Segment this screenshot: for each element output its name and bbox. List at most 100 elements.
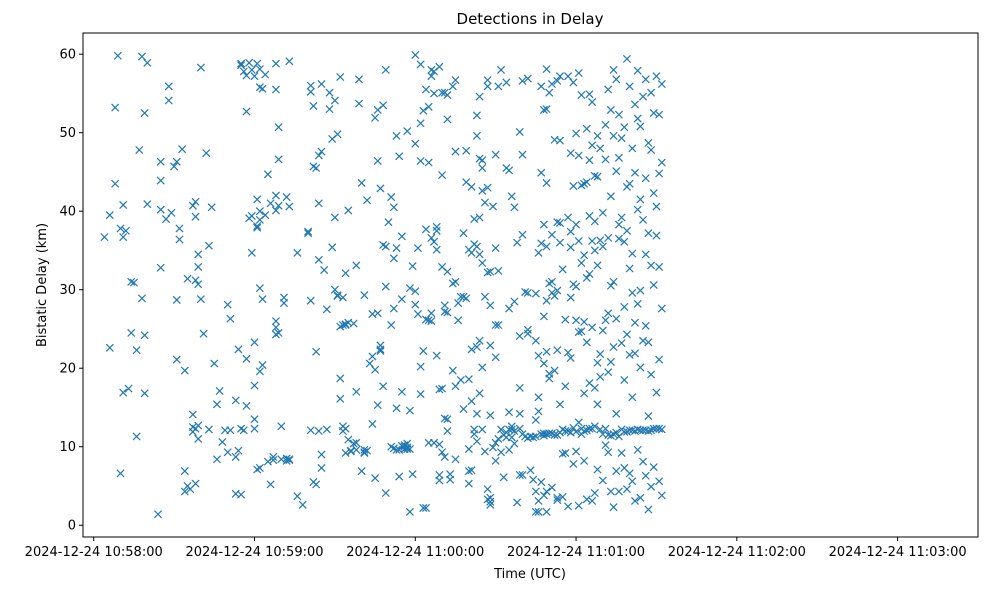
data-point	[352, 261, 361, 270]
data-point	[237, 61, 246, 70]
data-point	[518, 470, 527, 480]
data-point	[590, 246, 599, 255]
data-point	[464, 375, 473, 384]
data-point	[550, 430, 559, 439]
data-point	[531, 432, 540, 441]
data-point	[397, 295, 406, 304]
data-point	[569, 78, 578, 87]
data-point	[545, 374, 554, 383]
chart-title: Detections in Delay	[457, 10, 604, 28]
data-point	[539, 105, 548, 114]
data-point	[389, 254, 398, 263]
data-point	[628, 144, 637, 153]
data-point	[245, 58, 254, 67]
data-point	[309, 101, 318, 111]
data-point	[430, 89, 439, 98]
data-point	[403, 439, 412, 448]
data-point	[655, 169, 664, 178]
data-point	[180, 487, 189, 496]
data-point	[306, 426, 315, 435]
data-point	[593, 358, 602, 367]
data-point	[440, 307, 449, 316]
data-point	[628, 393, 637, 402]
data-point	[655, 424, 664, 433]
data-point	[443, 426, 452, 436]
data-point	[438, 88, 447, 97]
data-point	[542, 347, 551, 356]
data-point	[330, 213, 339, 222]
data-point	[531, 289, 540, 298]
data-point	[435, 385, 444, 394]
data-point	[507, 192, 516, 201]
data-point	[210, 359, 219, 368]
data-point	[577, 258, 586, 268]
data-point	[558, 449, 567, 458]
data-point	[253, 195, 262, 204]
data-point	[505, 445, 514, 454]
data-point	[574, 151, 583, 160]
data-point	[392, 404, 401, 413]
data-point	[588, 141, 597, 150]
data-point	[314, 199, 323, 208]
data-point	[127, 277, 136, 286]
data-point	[636, 286, 645, 295]
data-point	[598, 208, 607, 217]
data-point	[649, 109, 658, 118]
data-point	[572, 447, 581, 456]
data-point	[604, 368, 613, 377]
data-point	[531, 507, 540, 516]
data-point	[526, 466, 535, 475]
data-point	[392, 445, 401, 454]
data-point	[451, 382, 460, 391]
data-point	[612, 428, 621, 437]
data-point	[622, 330, 631, 339]
data-point	[483, 76, 492, 85]
data-point	[191, 212, 200, 221]
data-point	[609, 131, 618, 140]
data-point	[609, 503, 618, 512]
data-point	[513, 498, 522, 507]
data-point	[539, 491, 548, 500]
x-tick-label: 2024-12-24 10:59:00	[185, 545, 323, 560]
data-point	[488, 202, 498, 211]
data-point	[523, 74, 532, 83]
data-point	[250, 381, 259, 390]
data-point	[416, 362, 425, 371]
y-axis-label: Bistatic Delay (km)	[35, 223, 50, 347]
data-point	[250, 415, 259, 424]
data-point	[180, 366, 189, 375]
data-point	[269, 456, 278, 465]
data-point	[472, 409, 481, 418]
data-point	[630, 349, 640, 358]
data-point	[572, 427, 581, 436]
y-tick-label: 60	[59, 48, 76, 63]
data-point	[448, 366, 457, 375]
data-point	[435, 440, 444, 449]
data-point	[593, 172, 602, 181]
data-point	[486, 497, 495, 506]
data-point	[354, 75, 364, 84]
data-point	[263, 170, 272, 179]
data-point	[496, 425, 506, 434]
data-point	[630, 100, 640, 109]
data-point	[317, 450, 326, 459]
data-point	[258, 361, 267, 370]
data-point	[625, 264, 634, 273]
data-point	[405, 284, 414, 293]
data-point	[371, 113, 380, 122]
data-point	[271, 317, 280, 326]
data-point	[478, 164, 487, 173]
data-point	[630, 168, 640, 177]
data-point	[633, 66, 642, 75]
data-point	[234, 345, 243, 354]
data-point	[212, 455, 222, 464]
data-point	[419, 106, 428, 115]
data-point	[580, 317, 589, 326]
data-point	[440, 452, 449, 461]
data-point	[561, 382, 570, 391]
data-point	[175, 235, 184, 244]
data-point	[539, 312, 548, 321]
data-point	[196, 63, 205, 72]
data-point	[636, 195, 645, 204]
data-point	[644, 229, 653, 238]
